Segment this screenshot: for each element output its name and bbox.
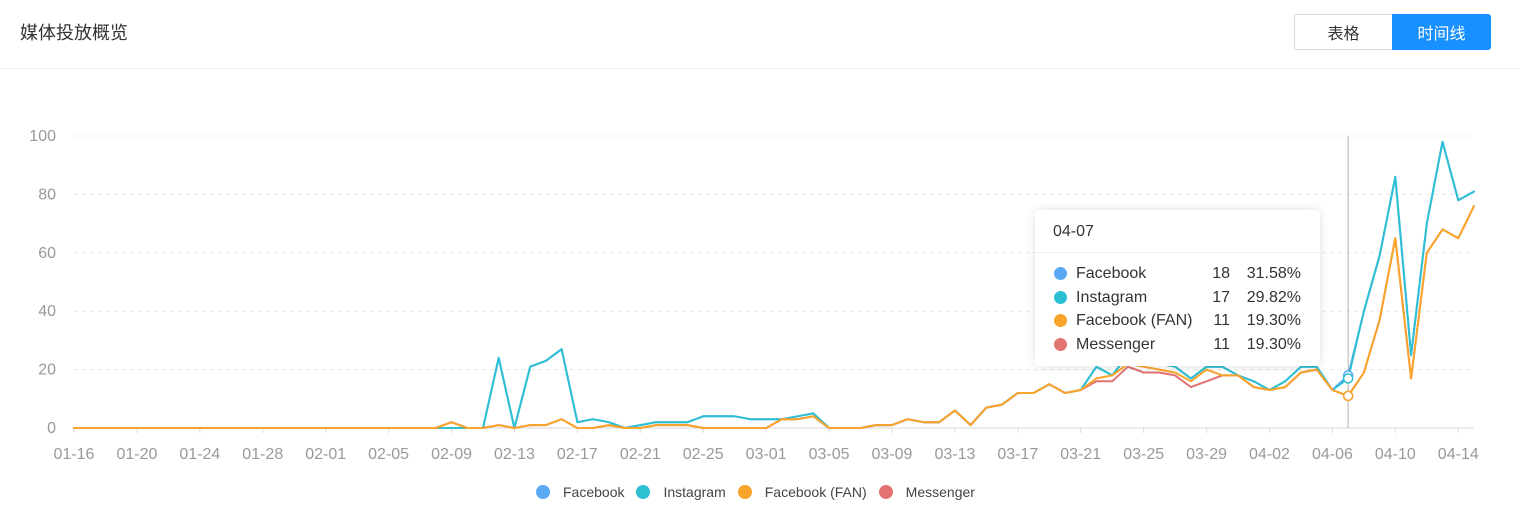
timeline-view-button[interactable]: 时间线 xyxy=(1392,14,1491,50)
chart-tooltip: 04-07 Facebook 18 31.58% Instagram 17 29… xyxy=(1035,210,1320,366)
tooltip-series-value: 17 xyxy=(1212,288,1230,306)
legend-label: Facebook xyxy=(563,484,625,500)
x-axis-label: 04-14 xyxy=(1438,446,1479,463)
legend-marker-messenger xyxy=(878,485,893,499)
tooltip-series-value: 18 xyxy=(1212,265,1230,282)
series-line-facebook-fan xyxy=(73,205,1475,429)
x-axis-label: 02-05 xyxy=(368,446,409,463)
legend-label: Messenger xyxy=(905,484,975,500)
tooltip-title: 04-07 xyxy=(1035,210,1320,253)
y-axis-label: 0 xyxy=(47,420,56,437)
x-axis-label: 03-05 xyxy=(809,446,850,463)
x-axis-label: 01-28 xyxy=(242,446,283,463)
legend-item-facebook-fan[interactable]: Facebook (FAN) xyxy=(737,484,867,500)
legend-marker-facebook xyxy=(536,485,550,499)
chart-legend: Facebook Instagram Facebook (FAN) Messen… xyxy=(536,482,975,502)
x-axis-label: 03-01 xyxy=(746,446,787,463)
active-point-facebook-fan xyxy=(1342,390,1354,402)
header-divider xyxy=(0,68,1519,69)
legend-label: Instagram xyxy=(663,484,726,500)
x-axis-label: 03-09 xyxy=(872,446,913,463)
tooltip-row-instagram: Instagram 17 29.82% xyxy=(1035,286,1320,310)
tooltip-row-messenger: Messenger 11 19.30% xyxy=(1035,333,1320,357)
tooltip-rows: Facebook 18 31.58% Instagram 17 29.82% F… xyxy=(1035,253,1320,357)
legend-label: Facebook (FAN) xyxy=(764,484,867,500)
legend-item-messenger[interactable]: Messenger xyxy=(878,484,975,500)
active-point-instagram xyxy=(1342,373,1354,384)
x-axis-label: 02-01 xyxy=(305,446,346,463)
tooltip-marker-instagram xyxy=(1054,290,1067,304)
y-axis-label: 100 xyxy=(29,128,56,145)
table-view-button[interactable]: 表格 xyxy=(1294,14,1392,50)
x-axis-label: 04-10 xyxy=(1375,446,1416,463)
x-axis-label: 03-29 xyxy=(1186,446,1227,463)
tooltip-series-percent: 19.30% xyxy=(1246,312,1301,330)
tooltip-series-name: Facebook xyxy=(1076,265,1147,282)
tooltip-marker-facebook-fan xyxy=(1054,314,1067,328)
tooltip-series-name: Messenger xyxy=(1076,336,1156,354)
legend-marker-facebook-fan xyxy=(737,485,752,499)
tooltip-series-name: Facebook (FAN) xyxy=(1076,312,1193,330)
x-axis-label: 02-09 xyxy=(431,446,472,463)
y-axis-label: 20 xyxy=(38,362,56,379)
tooltip-series-percent: 29.82% xyxy=(1246,288,1301,306)
x-axis-label: 03-17 xyxy=(997,446,1038,463)
timeline-chart[interactable]: 0 20 40 60 80 100 01-16 01-20 01-24 01-28 02-01 02-… xyxy=(0,0,1519,475)
x-axis-label: 03-25 xyxy=(1123,446,1164,463)
legend-marker-instagram xyxy=(636,485,651,499)
tooltip-marker-messenger xyxy=(1054,338,1067,352)
x-axis-label: 03-21 xyxy=(1060,446,1101,463)
x-axis-label: 02-25 xyxy=(683,446,724,463)
view-toggle: 表格 时间线 xyxy=(1294,14,1491,50)
x-axis-label: 01-16 xyxy=(54,446,95,463)
x-axis-label: 02-21 xyxy=(620,446,661,463)
tooltip-row-facebook-fan: Facebook (FAN) 11 19.30% xyxy=(1035,309,1320,333)
x-axis-label: 02-17 xyxy=(557,446,598,463)
y-axis-label: 40 xyxy=(38,303,56,320)
tooltip-series-value: 11 xyxy=(1213,312,1230,330)
x-axis-label: 03-13 xyxy=(934,446,975,463)
legend-item-instagram[interactable]: Instagram xyxy=(636,484,726,500)
tooltip-series-percent: 19.30% xyxy=(1246,336,1301,354)
x-axis-label: 01-24 xyxy=(179,446,220,463)
tooltip-series-name: Instagram xyxy=(1076,288,1148,306)
y-axis-label: 60 xyxy=(38,245,56,262)
tooltip-marker-facebook xyxy=(1054,267,1067,280)
x-axis-label: 01-20 xyxy=(116,446,157,463)
legend-item-facebook[interactable]: Facebook xyxy=(536,484,624,500)
x-axis-label: 02-13 xyxy=(494,446,535,463)
x-axis-label: 04-06 xyxy=(1312,446,1353,463)
tooltip-series-value: 11 xyxy=(1213,336,1230,354)
page-title: 媒体投放概览 xyxy=(20,23,128,43)
x-axis-label: 04-02 xyxy=(1249,446,1290,463)
tooltip-row-facebook: Facebook 18 31.58% xyxy=(1035,262,1320,286)
tooltip-series-percent: 31.58% xyxy=(1246,265,1301,282)
y-axis-label: 80 xyxy=(38,186,56,203)
